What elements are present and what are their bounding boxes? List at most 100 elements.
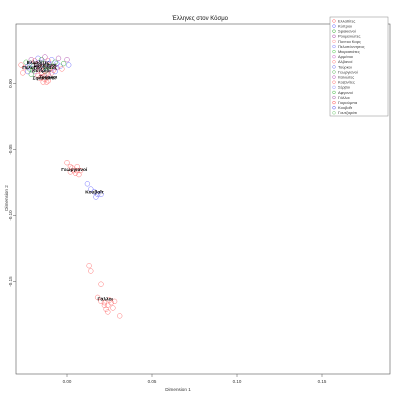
data-point xyxy=(20,70,26,76)
data-point xyxy=(40,63,46,69)
data-point xyxy=(72,170,79,176)
data-point xyxy=(43,71,50,77)
legend-entry-label: Μικρασιάτες xyxy=(338,49,360,54)
x-tick-label: 0.05 xyxy=(148,379,157,384)
data-point xyxy=(45,78,51,84)
data-point xyxy=(21,64,28,71)
legend-marker xyxy=(332,80,336,84)
data-point xyxy=(42,54,48,60)
legend-entry-label: Γάλλοι xyxy=(338,95,350,100)
legend-entry-label: Αφγανοί xyxy=(338,90,353,95)
population-label: Κουβαΐτ xyxy=(85,189,104,195)
legend-entry-label: Σφακιανοί xyxy=(338,29,356,34)
data-point xyxy=(71,167,77,174)
legend-marker xyxy=(332,75,336,79)
data-point xyxy=(57,63,63,69)
cluster-label: Κύπριοι xyxy=(32,68,51,74)
legend-marker xyxy=(332,90,336,95)
data-point xyxy=(117,313,123,319)
data-point xyxy=(64,57,70,63)
data-point xyxy=(98,281,104,287)
data-point xyxy=(43,79,50,85)
data-point xyxy=(111,298,118,304)
legend-entry-label: Κουβαΐτ xyxy=(338,105,353,110)
data-point xyxy=(35,72,41,79)
cluster-label: Πελοπόννησος xyxy=(22,65,57,71)
data-point xyxy=(94,294,101,301)
legend-entry-label: Γουτζαράτι xyxy=(338,110,357,115)
data-point xyxy=(28,57,34,63)
data-point xyxy=(33,60,40,67)
x-axis-title: Dimension 1 xyxy=(165,387,191,392)
data-point xyxy=(108,300,114,306)
data-points xyxy=(18,46,359,319)
x-axis-ticks: 0.00 0.05 0.10 0.15 xyxy=(63,374,327,384)
legend-marker xyxy=(332,100,336,105)
legend-marker xyxy=(332,24,336,28)
population-label: Γάλλοι xyxy=(98,296,114,302)
legend-entry-label: Ποντιοι Καρς xyxy=(338,39,361,44)
legend-entry-label: Κοζανίτες xyxy=(338,80,355,85)
legend-entry-label: Αρμένιοι xyxy=(338,54,353,59)
x-tick-label: 0.10 xyxy=(233,379,242,384)
data-point xyxy=(38,57,45,63)
data-point xyxy=(37,64,43,71)
legend-entry-label: Ιταλιώτες xyxy=(338,75,354,80)
data-point xyxy=(66,62,72,68)
legend-marker xyxy=(332,70,336,74)
data-point xyxy=(98,191,104,198)
data-point xyxy=(25,63,31,69)
data-point xyxy=(45,60,51,67)
data-point xyxy=(106,297,113,303)
data-point xyxy=(30,63,36,69)
data-point xyxy=(49,57,55,63)
data-point xyxy=(42,76,48,83)
legend-entry-label: Γεωργιανοί xyxy=(338,69,358,74)
data-point xyxy=(59,66,65,72)
y-axis-ticks: -0.15 -0.10 -0.05 0.00 xyxy=(8,79,16,287)
legend-marker xyxy=(332,55,336,59)
legend-box xyxy=(329,16,389,117)
data-point xyxy=(88,186,94,192)
legend-marker xyxy=(332,60,336,64)
legend-marker xyxy=(332,95,336,100)
data-point xyxy=(38,74,45,80)
chart-title: Έλληνες στον Κόσμο xyxy=(171,15,229,22)
data-point xyxy=(54,60,60,67)
cluster-label: Τούρκοι xyxy=(39,74,58,80)
data-point xyxy=(28,71,34,77)
data-point xyxy=(98,298,104,304)
data-point xyxy=(94,191,101,198)
data-point xyxy=(35,55,41,61)
plot-frame xyxy=(15,23,391,375)
x-tick-label: 0.00 xyxy=(63,379,72,384)
legend-marker xyxy=(332,34,336,38)
data-point xyxy=(93,194,99,200)
legend-entry-label: Κύπριοι xyxy=(338,24,352,29)
data-point xyxy=(64,160,70,166)
data-point xyxy=(47,66,53,72)
data-point xyxy=(101,300,108,306)
data-point xyxy=(45,71,51,77)
y-tick-label: -0.05 xyxy=(8,144,13,155)
data-point xyxy=(49,63,55,69)
data-point xyxy=(86,263,92,269)
legend-entry-label: Αλβανοί xyxy=(338,59,353,64)
data-point xyxy=(40,59,46,65)
population-label: Σφακιανοί xyxy=(33,76,57,82)
data-point xyxy=(91,189,97,195)
legend-marker xyxy=(332,85,336,89)
data-point xyxy=(42,68,48,75)
data-point xyxy=(60,60,67,67)
data-point xyxy=(33,64,40,71)
legend-marker xyxy=(332,29,336,33)
legend-marker xyxy=(332,111,336,115)
data-point xyxy=(26,66,33,72)
data-point xyxy=(32,58,38,64)
data-point xyxy=(76,171,82,178)
legend-marker xyxy=(332,39,336,44)
legend-entry-label: Τούρκοι xyxy=(338,64,352,69)
legend-marker xyxy=(332,65,336,69)
y-tick-label: 0.00 xyxy=(8,79,13,88)
